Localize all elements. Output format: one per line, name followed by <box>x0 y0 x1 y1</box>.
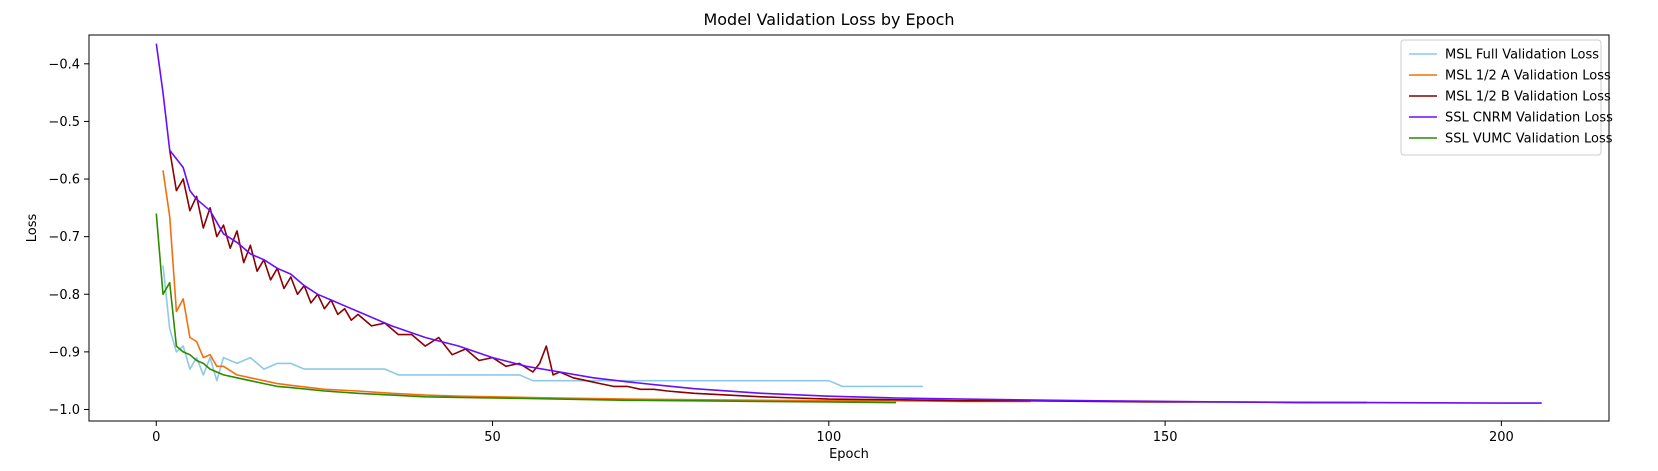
y-tick-label: −0.6 <box>48 173 80 188</box>
series-line-5 <box>155 213 897 404</box>
y-tick-label: −0.8 <box>48 288 80 303</box>
legend-label: MSL 1/2 A Validation Loss <box>1445 69 1611 84</box>
series-line-2 <box>162 170 1031 403</box>
chart-title: Model Validation Loss by Epoch <box>703 10 954 29</box>
legend: MSL Full Validation Loss MSL 1/2 A Valida… <box>1400 39 1613 156</box>
series-lines <box>155 43 1542 404</box>
y-tick-label: −1.0 <box>48 403 80 418</box>
legend-box <box>1400 39 1602 156</box>
x-axis-label: Epoch <box>829 447 869 462</box>
x-tick-label: 150 <box>1153 430 1178 445</box>
y-tick-label: −0.7 <box>48 230 80 245</box>
series-line-3 <box>168 150 1367 404</box>
y-axis-ticks: −1.0 −0.9 −0.8 −0.7 −0.6 −0.5 −0.4 <box>48 57 89 418</box>
series-line-1 <box>162 265 923 388</box>
y-tick-label: −0.5 <box>48 115 80 130</box>
legend-label: SSL VUMC Validation Loss <box>1445 132 1613 147</box>
y-tick-label: −0.4 <box>48 57 80 72</box>
y-axis-label: Loss <box>25 214 40 243</box>
x-tick-label: 200 <box>1489 430 1514 445</box>
y-tick-label: −0.9 <box>48 345 80 360</box>
x-tick-label: 0 <box>152 430 160 445</box>
x-tick-label: 100 <box>816 430 841 445</box>
plot-area <box>88 34 1610 422</box>
legend-label: MSL 1/2 B Validation Loss <box>1445 90 1611 105</box>
legend-label: SSL CNRM Validation Loss <box>1445 111 1613 126</box>
x-axis-ticks: 0 50 100 150 200 <box>152 421 1514 445</box>
legend-label: MSL Full Validation Loss <box>1445 48 1599 63</box>
series-line-4 <box>155 43 1542 404</box>
x-tick-label: 50 <box>484 430 501 445</box>
